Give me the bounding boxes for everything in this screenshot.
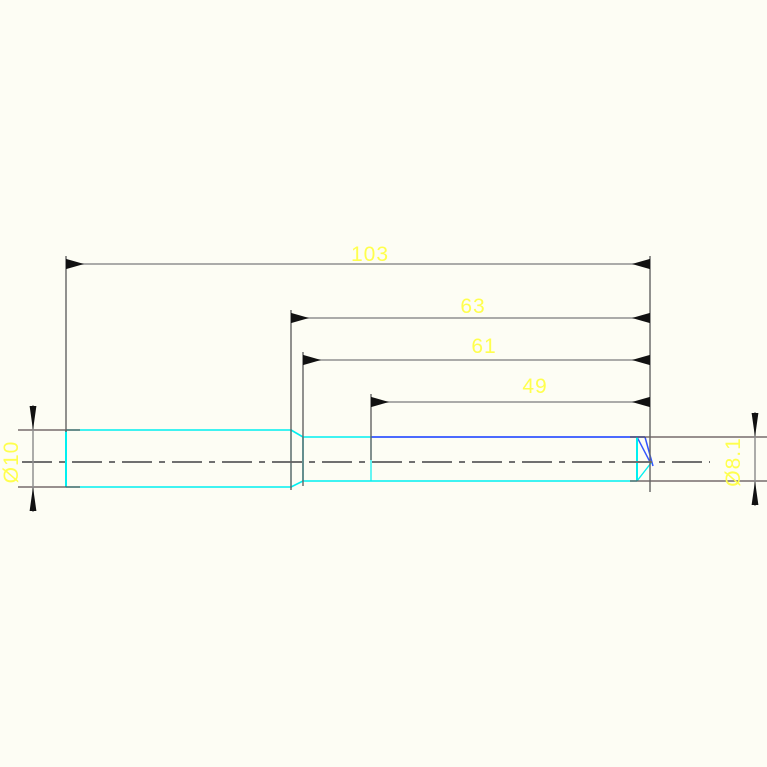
dim-label-103: 103 <box>351 243 389 266</box>
taper-transition <box>290 429 304 488</box>
dimension-labels: 103 63 61 49 <box>351 243 547 398</box>
dim-arrow-dia-left-top <box>29 406 37 430</box>
dim-arrow-dia-right-bottom <box>751 481 759 505</box>
diameter-dimension-lines <box>29 405 759 512</box>
dim-arrow-dia-left-bottom <box>29 487 37 511</box>
small-diameter-body <box>302 436 645 482</box>
part-geometry <box>22 429 710 488</box>
dim-arrow-dia-right-top <box>751 413 759 437</box>
witness-lines <box>65 256 651 492</box>
dim-label-diameter-10: Ø10 <box>0 441 23 484</box>
dim-label-63: 63 <box>460 295 485 318</box>
dim-label-61: 61 <box>471 335 496 358</box>
linear-dimension-lines <box>66 258 650 408</box>
large-diameter-body <box>65 429 292 488</box>
end-chamfer <box>636 436 654 482</box>
dim-label-diameter-8-1: Ø8.1 <box>722 437 745 487</box>
dim-label-49: 49 <box>522 375 547 398</box>
diameter-labels: Ø10 Ø8.1 <box>0 437 745 487</box>
extension-lines <box>18 429 767 488</box>
